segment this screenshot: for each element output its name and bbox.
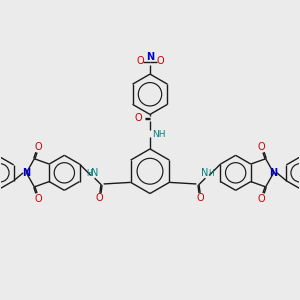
- Text: O: O: [136, 56, 144, 66]
- Text: H: H: [208, 169, 214, 178]
- Text: O: O: [197, 193, 204, 203]
- Text: NH: NH: [152, 130, 166, 139]
- Text: O: O: [96, 193, 103, 203]
- Text: O: O: [134, 113, 142, 123]
- Text: O: O: [258, 194, 265, 204]
- Text: N: N: [146, 52, 154, 62]
- Text: N: N: [201, 168, 208, 178]
- Text: O: O: [35, 142, 42, 152]
- Text: N: N: [22, 168, 30, 178]
- Text: O: O: [35, 194, 42, 204]
- Text: H: H: [86, 169, 92, 178]
- Text: N: N: [92, 168, 99, 178]
- Text: O: O: [258, 142, 265, 152]
- Text: N: N: [270, 168, 278, 178]
- Text: O: O: [156, 56, 164, 66]
